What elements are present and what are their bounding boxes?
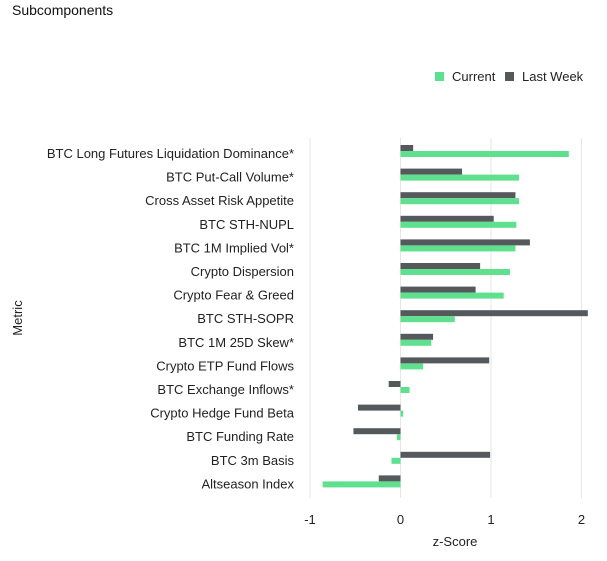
bar-last-week (400, 286, 476, 293)
legend-label: Current (452, 69, 496, 84)
bar-current (396, 434, 401, 441)
bar-last-week (400, 145, 414, 151)
x-tick-label: -1 (304, 512, 316, 527)
bar-last-week (400, 263, 481, 269)
category-label: BTC Funding Rate (186, 429, 294, 444)
category-label: BTC 1M 25D Skew* (178, 335, 294, 350)
x-tick-label: 0 (397, 512, 404, 527)
bar-current (391, 457, 401, 464)
legend-swatch (505, 72, 514, 81)
bar-current (400, 363, 424, 370)
category-label: BTC Exchange Inflows* (157, 382, 294, 397)
x-tick-label: 2 (578, 512, 585, 527)
legend[interactable]: Current Last Week (435, 69, 584, 84)
bar-last-week (400, 168, 463, 175)
bar-current (400, 174, 520, 181)
category-label: BTC Long Futures Liquidation Dominance* (47, 146, 294, 161)
bar-current (400, 316, 455, 323)
bar-current (400, 410, 404, 417)
category-label: BTC 1M Implied Vol* (174, 240, 294, 255)
bar-last-week (400, 192, 516, 199)
bar-last-week (353, 428, 401, 435)
bar-current (400, 221, 517, 228)
x-tick-label: 1 (487, 512, 494, 527)
bar-current (400, 387, 410, 393)
category-label: BTC Put-Call Volume* (166, 170, 294, 185)
category-label: Cross Asset Risk Appetite (145, 193, 294, 208)
category-label: BTC 3m Basis (211, 453, 295, 468)
bar-last-week (378, 475, 401, 482)
bar-last-week (400, 357, 490, 364)
category-label: Crypto Fear & Greed (173, 288, 294, 303)
bar-last-week (388, 381, 401, 387)
bar-last-week (400, 215, 494, 222)
bar-last-week (400, 239, 530, 246)
section-heading: Subcomponents (12, 2, 114, 18)
category-label: Crypto Hedge Fund Beta (150, 406, 295, 421)
bar-current (400, 151, 569, 157)
bar-last-week (400, 333, 434, 340)
y-axis-label: Metric (10, 300, 25, 336)
bars (322, 145, 588, 488)
x-axis-label: z-Score (433, 534, 478, 549)
legend-swatch (435, 72, 444, 81)
category-label: BTC STH-SOPR (197, 311, 294, 326)
bar-current (322, 481, 401, 488)
category-label: BTC STH-NUPL (199, 217, 294, 232)
bar-current (400, 339, 432, 346)
category-label: Crypto ETP Fund Flows (156, 358, 294, 373)
category-label: Altseason Index (201, 476, 294, 491)
category-label: Crypto Dispersion (191, 264, 294, 279)
bar-last-week (357, 404, 401, 411)
bar-last-week (400, 451, 491, 458)
category-labels: BTC Long Futures Liquidation Dominance* B… (47, 146, 295, 491)
legend-label: Last Week (522, 69, 584, 84)
bar-current (400, 269, 511, 275)
bar-last-week (400, 310, 588, 317)
x-tick-labels: -1 0 1 2 (304, 512, 585, 527)
bar-current (400, 198, 520, 205)
bar-current (400, 245, 516, 252)
bar-current (400, 292, 504, 299)
